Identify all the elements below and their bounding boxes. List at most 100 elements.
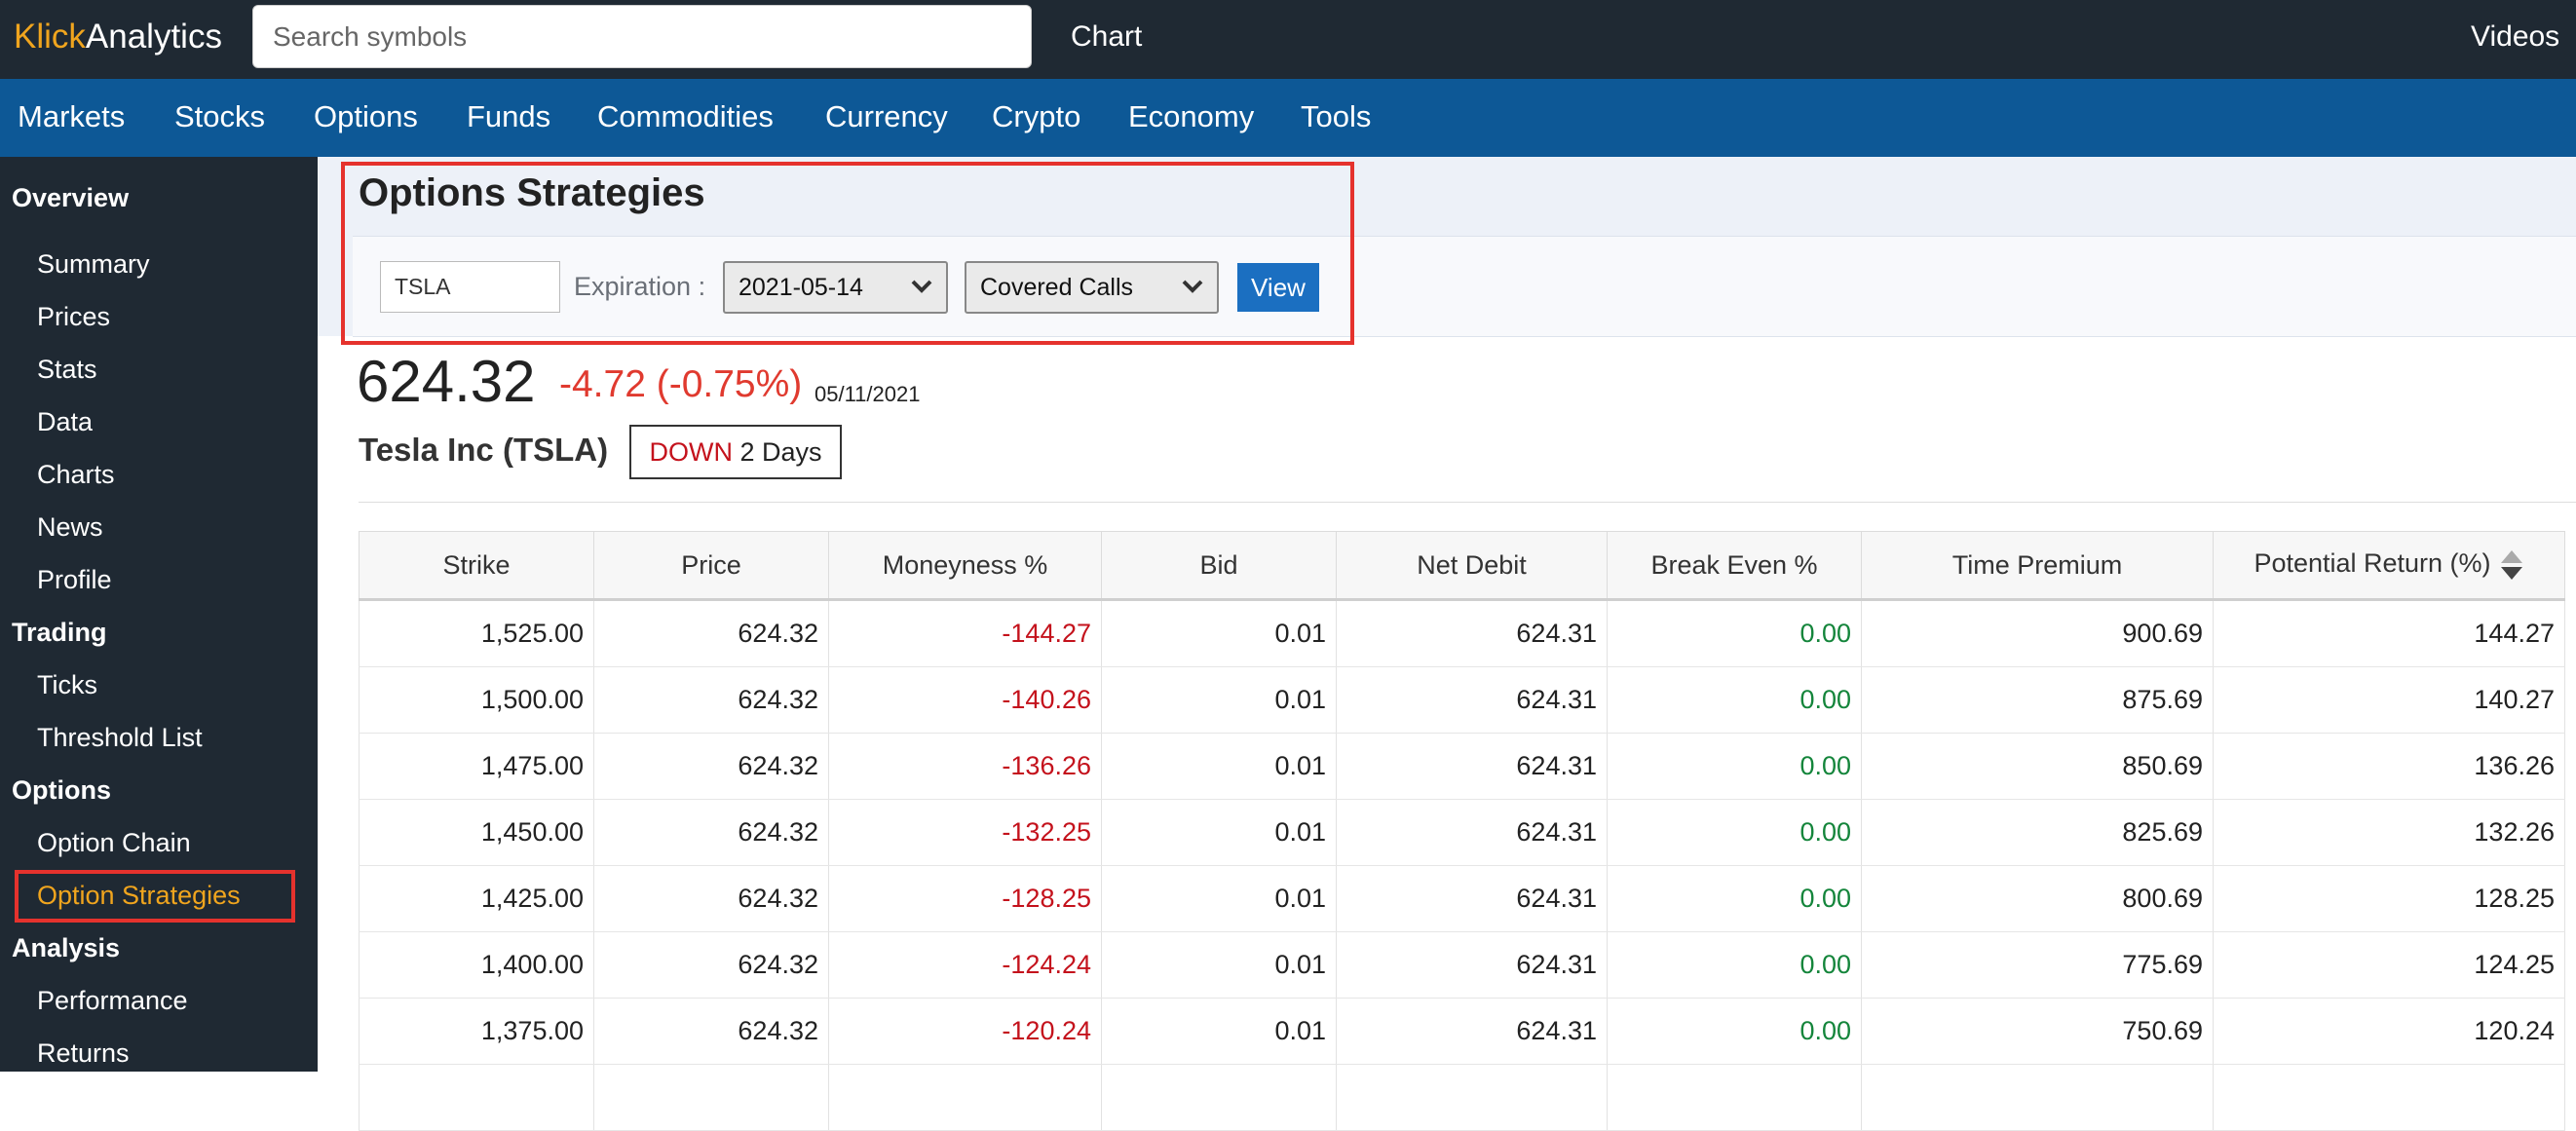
cell-price: 624.32 xyxy=(593,865,829,932)
cell-break-even: 0.00 xyxy=(1607,931,1862,999)
sort-icon[interactable] xyxy=(2499,548,2524,582)
column-header-time-premium[interactable]: Time Premium xyxy=(1861,531,2214,601)
cell-moneyness: -136.26 xyxy=(828,733,1102,800)
nav-crypto[interactable]: Crypto xyxy=(992,99,1081,133)
cell-strike: 1,425.00 xyxy=(359,865,594,932)
cell-potential-return: 132.26 xyxy=(2213,799,2565,866)
sidebar-item-option-chain[interactable]: Option Chain xyxy=(37,828,191,857)
sidebar-item-option-strategies[interactable]: Option Strategies xyxy=(37,881,241,910)
cell-net-debit: 624.31 xyxy=(1336,998,1608,1065)
expiration-select[interactable]: 2021-05-14 xyxy=(723,261,948,314)
cell-net-debit: 624.31 xyxy=(1336,931,1608,999)
column-header-net-debit[interactable]: Net Debit xyxy=(1336,531,1608,601)
nav-tools[interactable]: Tools xyxy=(1301,99,1372,133)
nav-economy[interactable]: Economy xyxy=(1128,99,1255,133)
cell-time-premium xyxy=(1861,1064,2214,1131)
column-header-potential-return[interactable]: Potential Return (%) xyxy=(2213,531,2565,601)
cell-moneyness: -124.24 xyxy=(828,931,1102,999)
cell-net-debit: 624.31 xyxy=(1336,865,1608,932)
cell-potential-return xyxy=(2213,1064,2565,1131)
cell-net-debit: 624.31 xyxy=(1336,666,1608,734)
cell-break-even: 0.00 xyxy=(1607,733,1862,800)
trend-badge: DOWN 2 Days xyxy=(629,425,842,479)
cell-bid: 0.01 xyxy=(1101,733,1337,800)
cell-net-debit: 624.31 xyxy=(1336,799,1608,866)
last-price: 624.32 xyxy=(357,349,536,414)
cell-bid: 0.01 xyxy=(1101,865,1337,932)
cell-strike: 1,375.00 xyxy=(359,998,594,1065)
videos-link[interactable]: Videos xyxy=(2471,20,2560,53)
sidebar-item-ticks[interactable]: Ticks xyxy=(37,670,97,699)
sidebar-item-returns[interactable]: Returns xyxy=(37,1038,130,1068)
chart-link[interactable]: Chart xyxy=(1071,20,1143,53)
table-row: 1,450.00 624.32 -132.25 0.01 624.31 0.00 825.6… xyxy=(359,799,2565,866)
column-header-bid[interactable]: Bid xyxy=(1101,531,1337,601)
trend-days: 2 Days xyxy=(739,437,822,467)
nav-stocks[interactable]: Stocks xyxy=(174,99,266,133)
table-row: 1,525.00 624.32 -144.27 0.01 624.31 0.00 900.6… xyxy=(359,599,2565,667)
sidebar-item-threshold-list[interactable]: Threshold List xyxy=(37,723,203,752)
table-row: 1,375.00 624.32 -120.24 0.01 624.31 0.00 750.6… xyxy=(359,998,2565,1065)
cell-break-even: 0.00 xyxy=(1607,799,1862,866)
top-bar: KlickAnalytics Chart Videos xyxy=(0,0,2576,79)
logo[interactable]: KlickAnalytics xyxy=(14,18,222,57)
divider xyxy=(359,502,2576,503)
table-row: 1,475.00 624.32 -136.26 0.01 624.31 0.00 850.6… xyxy=(359,733,2565,800)
chevron-down-icon xyxy=(1182,280,1203,293)
cell-price: 624.32 xyxy=(593,799,829,866)
cell-bid: 0.01 xyxy=(1101,599,1337,667)
nav-funds[interactable]: Funds xyxy=(467,99,551,133)
sidebar-item-news[interactable]: News xyxy=(37,512,103,542)
cell-potential-return: 124.25 xyxy=(2213,931,2565,999)
main-nav: Markets Stocks Options Funds Commodities… xyxy=(0,79,2576,157)
strategy-select[interactable]: Covered Calls xyxy=(965,261,1219,314)
column-header-price[interactable]: Price xyxy=(593,531,829,601)
chevron-down-icon xyxy=(911,280,932,293)
cell-potential-return: 128.25 xyxy=(2213,865,2565,932)
sidebar-item-summary[interactable]: Summary xyxy=(37,249,150,279)
cell-bid: 0.01 xyxy=(1101,998,1337,1065)
symbol-input[interactable] xyxy=(380,261,560,313)
nav-markets[interactable]: Markets xyxy=(18,99,126,133)
company-name: Tesla Inc (TSLA) xyxy=(359,432,609,468)
cell-moneyness xyxy=(828,1064,1102,1131)
cell-break-even: 0.00 xyxy=(1607,666,1862,734)
search-input[interactable] xyxy=(252,5,1032,68)
strategies-table: Strike Price Moneyness % Bid Net Debit B… xyxy=(359,531,2565,1131)
potential-return-label: Potential Return (%) xyxy=(2254,548,2491,579)
cell-time-premium: 800.69 xyxy=(1861,865,2214,932)
sidebar-heading-overview: Overview xyxy=(12,183,130,212)
column-header-strike[interactable]: Strike xyxy=(359,531,594,601)
cell-potential-return: 140.27 xyxy=(2213,666,2565,734)
cell-break-even: 0.00 xyxy=(1607,998,1862,1065)
cell-break-even: 0.00 xyxy=(1607,599,1862,667)
nav-currency[interactable]: Currency xyxy=(825,99,948,133)
sidebar-item-profile[interactable]: Profile xyxy=(37,565,112,594)
cell-moneyness: -120.24 xyxy=(828,998,1102,1065)
cell-potential-return: 136.26 xyxy=(2213,733,2565,800)
nav-options[interactable]: Options xyxy=(314,99,418,133)
cell-price xyxy=(593,1064,829,1131)
cell-price: 624.32 xyxy=(593,998,829,1065)
price-date: 05/11/2021 xyxy=(814,382,921,406)
cell-price: 624.32 xyxy=(593,931,829,999)
table-header-row: Strike Price Moneyness % Bid Net Debit B… xyxy=(359,531,2565,601)
sidebar-item-stats[interactable]: Stats xyxy=(37,355,97,384)
logo-analytics: Analytics xyxy=(85,18,222,56)
table-row: 1,500.00 624.32 -140.26 0.01 624.31 0.00 875.6… xyxy=(359,666,2565,734)
cell-time-premium: 850.69 xyxy=(1861,733,2214,800)
cell-break-even xyxy=(1607,1064,1862,1131)
expiration-value: 2021-05-14 xyxy=(739,274,863,301)
column-header-moneyness[interactable]: Moneyness % xyxy=(828,531,1102,601)
sidebar-item-charts[interactable]: Charts xyxy=(37,460,115,489)
page-title: Options Strategies xyxy=(359,171,705,214)
expiration-label: Expiration : xyxy=(574,272,706,301)
cell-time-premium: 750.69 xyxy=(1861,998,2214,1065)
cell-net-debit: 624.31 xyxy=(1336,733,1608,800)
sidebar-item-prices[interactable]: Prices xyxy=(37,302,111,331)
nav-commodities[interactable]: Commodities xyxy=(597,99,774,133)
sidebar-item-data[interactable]: Data xyxy=(37,407,94,436)
column-header-break-even[interactable]: Break Even % xyxy=(1607,531,1862,601)
view-button[interactable]: View xyxy=(1237,263,1319,312)
sidebar-item-performance[interactable]: Performance xyxy=(37,986,188,1015)
